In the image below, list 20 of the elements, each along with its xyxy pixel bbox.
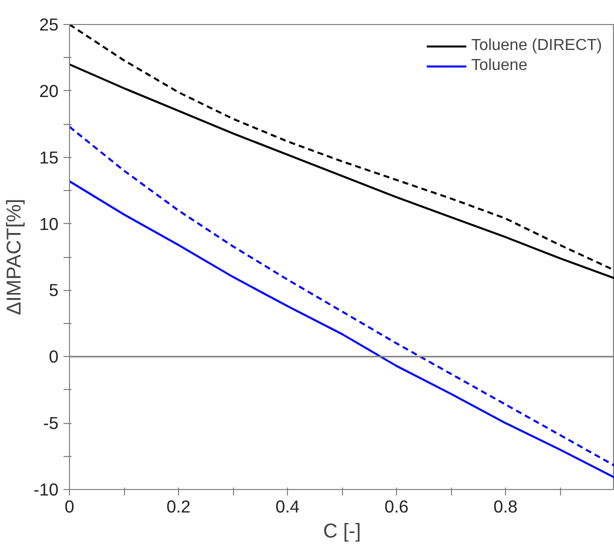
y-tick-label: 0 [48, 346, 59, 367]
x-tick-label: 0.8 [493, 496, 518, 516]
x-axis-title: C [-] [323, 520, 361, 542]
x-tick-label: 0 [64, 496, 74, 516]
line-series [70, 180, 614, 479]
x-tick-label: 0.6 [384, 496, 409, 516]
x-tick-label: 0.2 [166, 496, 191, 516]
y-tick-label: -5 [43, 413, 59, 434]
y-axis-title: ΔIMPACT[%] [3, 198, 26, 316]
y-tick-label: 25 [39, 14, 59, 34]
line-series [70, 126, 614, 467]
y-tick-label: 15 [39, 147, 59, 168]
legend-label: Toluene [471, 57, 528, 75]
y-tick-label: 10 [39, 214, 59, 234]
x-tick-label: 0.4 [275, 496, 300, 516]
y-tick-label: 20 [39, 80, 59, 101]
y-tick-label: -10 [33, 480, 58, 500]
y-tick-label: 5 [48, 280, 59, 300]
legend-label: Toluene (DIRECT) [471, 37, 602, 55]
line-series [70, 24, 614, 272]
